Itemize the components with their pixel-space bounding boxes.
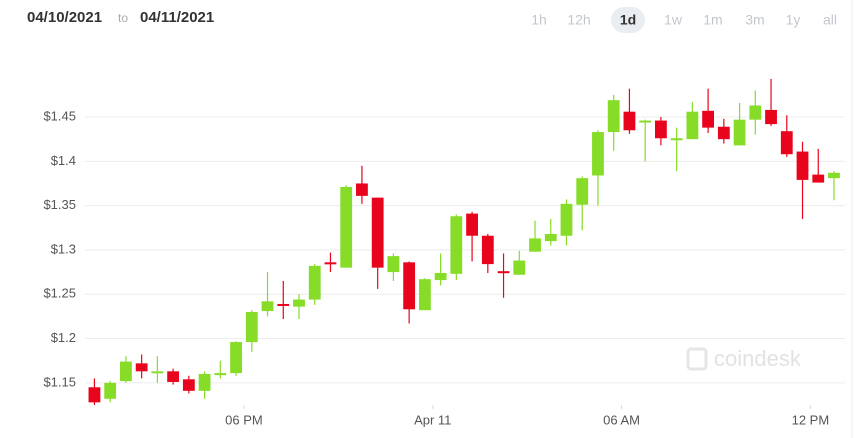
range-button[interactable]: 1w [664, 12, 683, 28]
candle-body [167, 371, 180, 382]
y-tick-label: $1.35 [43, 197, 76, 212]
candle-body [670, 138, 683, 141]
candle-body [293, 299, 305, 307]
candle-body [733, 119, 746, 146]
candle-body [450, 216, 463, 274]
candle-body [245, 311, 258, 343]
candle-body [607, 100, 620, 133]
x-tick-label: 12 PM [792, 412, 830, 427]
candle-body [403, 262, 416, 310]
candle-body [717, 126, 730, 140]
y-tick-label: $1.45 [43, 108, 76, 123]
candle-body [780, 131, 793, 155]
x-tick-label: 06 AM [603, 412, 640, 427]
candle-body [214, 373, 227, 376]
x-tick-label: 06 PM [225, 412, 263, 427]
candle-body [544, 233, 557, 242]
candle-body [151, 371, 164, 374]
candle-body [592, 132, 604, 176]
candle-body [88, 387, 101, 403]
range-selected-bg [611, 7, 645, 33]
candle-body [702, 110, 715, 128]
range-button[interactable]: 1y [786, 12, 801, 28]
candle-body [560, 203, 573, 236]
candle-body [812, 174, 825, 183]
date-to: 04/11/2021 [140, 9, 214, 26]
date-separator: to [118, 11, 128, 25]
candle-body [529, 238, 541, 252]
candle-body [749, 105, 762, 120]
candle-body [120, 361, 132, 382]
y-tick-label: $1.15 [43, 374, 76, 389]
candle-body [135, 363, 148, 372]
candle-body [623, 111, 636, 131]
candle-body [104, 382, 117, 399]
date-from: 04/10/2021 [27, 9, 102, 26]
range-button[interactable]: 1h [531, 12, 547, 28]
candle-body [230, 342, 242, 374]
candle-body [828, 172, 840, 179]
x-tick-label: Apr 11 [414, 412, 451, 427]
candle-body [198, 373, 211, 391]
candle-body [182, 379, 195, 391]
candle-body [308, 265, 321, 300]
watermark-logo [686, 347, 708, 371]
range-button[interactable]: 1m [703, 12, 722, 28]
candle-body [796, 151, 809, 180]
y-tick-label: $1.2 [51, 330, 76, 345]
y-tick-label: $1.25 [43, 286, 76, 301]
candle-body [356, 183, 368, 196]
candle-body [434, 272, 447, 281]
candle-body [686, 111, 699, 140]
range-button[interactable]: all [823, 12, 837, 28]
range-button[interactable]: 3m [745, 12, 764, 28]
candle-body [418, 279, 431, 311]
candle-body [387, 256, 400, 273]
candle-body [765, 109, 777, 125]
candle-body [497, 271, 510, 274]
candle-body [277, 303, 290, 306]
y-tick-label: $1.3 [51, 241, 76, 256]
candle-body [481, 235, 494, 265]
candle-body [639, 120, 652, 123]
candle-body [655, 120, 667, 139]
candle-body [576, 178, 589, 205]
candle-body [340, 187, 353, 268]
candle-body [324, 262, 337, 265]
candle-body [513, 260, 526, 275]
watermark-text: coindesk [714, 346, 802, 371]
watermark: coindesk [686, 346, 802, 371]
range-button[interactable]: 1d [620, 12, 636, 28]
candle-body [371, 197, 384, 268]
candle-body [261, 301, 274, 312]
y-tick-label: $1.4 [51, 153, 76, 168]
range-button[interactable]: 12h [567, 12, 590, 28]
candle-body [466, 213, 478, 236]
